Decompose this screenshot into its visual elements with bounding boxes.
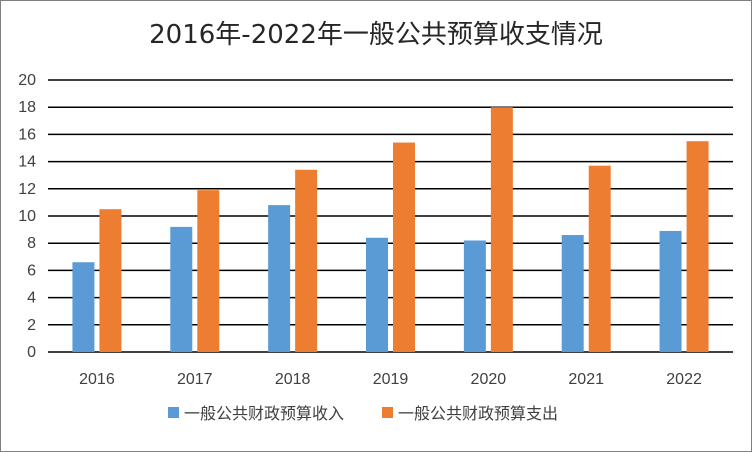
legend: 一般公共财政预算收入 一般公共财政预算支出 xyxy=(168,404,558,423)
legend-label: 一般公共财政预算支出 xyxy=(398,404,558,423)
x-tick-label: 2018 xyxy=(275,371,311,388)
y-tick-label: 2 xyxy=(27,317,36,334)
bar-expenditure xyxy=(99,209,122,352)
x-tick-label: 2016 xyxy=(79,371,115,388)
bar-income xyxy=(268,205,291,352)
bar-expenditure xyxy=(490,107,513,352)
bar-expenditure xyxy=(393,142,415,352)
y-axis-ticks: 0 2 4 6 8 10 12 14 16 18 20 xyxy=(18,72,36,361)
x-tick-label: 2022 xyxy=(666,371,702,388)
bar-expenditure xyxy=(197,190,220,352)
bar-expenditure xyxy=(295,169,318,352)
x-tick-label: 2021 xyxy=(568,371,604,388)
bar-income xyxy=(659,230,682,352)
y-tick-label: 14 xyxy=(18,154,36,171)
bar-expenditure xyxy=(588,165,611,352)
bar-income xyxy=(463,240,486,352)
y-tick-label: 16 xyxy=(18,126,36,143)
legend-swatch xyxy=(168,407,179,418)
chart-title: 2016年-2022年一般公共预算收支情况 xyxy=(149,20,603,50)
y-tick-label: 20 xyxy=(18,72,36,89)
legend-label: 一般公共财政预算收入 xyxy=(184,404,344,423)
x-tick-label: 2019 xyxy=(373,371,409,388)
bar-income xyxy=(72,262,95,352)
bar-income xyxy=(170,226,193,352)
y-tick-label: 6 xyxy=(27,262,36,279)
x-axis-ticks: 2016 2017 2018 2019 2020 2021 2022 xyxy=(79,371,702,388)
y-tick-label: 0 xyxy=(27,344,36,361)
legend-swatch xyxy=(382,407,393,418)
x-tick-label: 2017 xyxy=(177,371,213,388)
y-tick-label: 12 xyxy=(18,181,36,198)
y-tick-label: 8 xyxy=(27,235,36,252)
x-tick-label: 2020 xyxy=(471,371,507,388)
bar-income xyxy=(366,237,388,352)
bar-income xyxy=(561,235,584,352)
y-tick-label: 4 xyxy=(27,290,36,307)
bars xyxy=(72,107,709,352)
gridlines xyxy=(48,79,733,353)
y-tick-label: 10 xyxy=(18,208,36,225)
bar-expenditure xyxy=(686,141,709,352)
y-tick-label: 18 xyxy=(18,99,36,116)
